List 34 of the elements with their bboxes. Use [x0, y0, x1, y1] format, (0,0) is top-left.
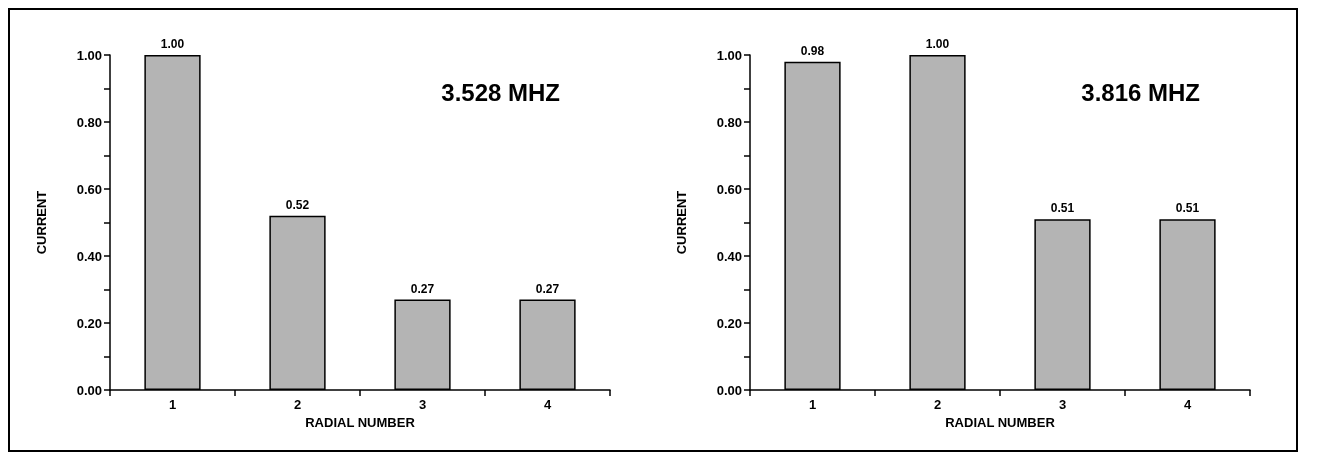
x-tick-label: 4 [543, 397, 552, 412]
y-axis-title: CURRENT [34, 190, 49, 255]
x-tick-label: 4 [1183, 397, 1192, 412]
y-tick-label: 0.40 [76, 248, 102, 264]
y-axis-title: CURRENT [674, 190, 689, 255]
x-tick-label: 3 [418, 397, 427, 412]
y-tick-label: 0.80 [76, 114, 102, 130]
y-tick-label: 0.80 [716, 114, 742, 130]
x-tick-label: 1 [808, 397, 817, 412]
data-label: 1.00 [160, 37, 185, 51]
y-tick-label: 0.20 [76, 315, 102, 331]
x-tick-label: 1 [168, 397, 177, 412]
data-label: 1.00 [925, 37, 950, 51]
y-tick-label: 0.60 [716, 181, 742, 197]
data-label: 0.51 [1050, 201, 1075, 216]
data-label: 0.51 [1175, 201, 1200, 216]
x-tick-label: 2 [933, 397, 942, 412]
y-tick-label: 0.60 [76, 181, 102, 197]
annotation: 3.528 MHZ [441, 78, 561, 106]
x-tick-label: 2 [293, 397, 302, 412]
y-tick-label: 0.20 [716, 315, 742, 331]
y-tick-label: 0.40 [716, 248, 742, 264]
y-tick-label: 1.00 [76, 47, 102, 63]
data-label: 0.27 [410, 281, 435, 296]
annotation: 3.816 MHZ [1081, 78, 1201, 106]
x-axis-title: RADIAL NUMBER [945, 415, 1056, 430]
x-tick-label: 3 [1058, 397, 1067, 412]
data-label: 0.52 [285, 197, 310, 212]
y-tick-label: 0.00 [76, 382, 102, 398]
data-label: 0.98 [800, 43, 825, 58]
data-label: 0.27 [535, 281, 560, 296]
x-axis-title: RADIAL NUMBER [305, 415, 416, 430]
y-tick-label: 1.00 [716, 47, 742, 63]
y-tick-label: 0.00 [716, 382, 742, 398]
